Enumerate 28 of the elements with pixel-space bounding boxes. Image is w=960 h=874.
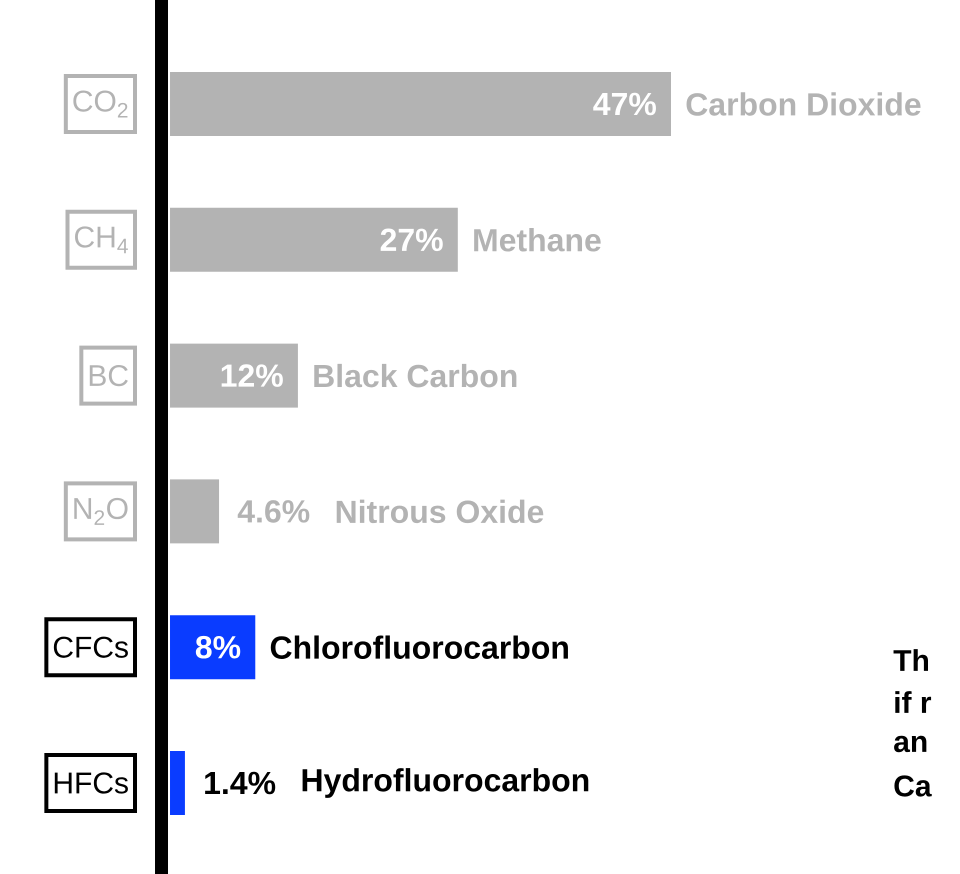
text: Carbon Dioxide — [686, 92, 921, 116]
y-tick-label: BC — [90, 364, 128, 386]
data-label: 8% — [196, 636, 240, 659]
annotation: Hydrofluorocarbon — [302, 768, 588, 798]
y-tick-label: CH$_{4}$ — [75, 226, 128, 254]
data-label: 4.6% — [238, 500, 310, 523]
annotation: Nitrous Oxide — [336, 500, 544, 524]
y-tick-label: N$_{2}$O — [74, 498, 128, 525]
data-label: 12% — [222, 364, 283, 387]
bar — [170, 208, 458, 272]
text: Th — [894, 649, 928, 671]
annotation: Black Carbon — [314, 364, 516, 388]
text: if r — [895, 691, 932, 713]
bar — [170, 750, 185, 815]
y-tick-label: CO$_{2}$ — [73, 90, 128, 118]
bar — [170, 615, 256, 680]
annotation: Methane — [474, 228, 601, 252]
bar — [170, 72, 672, 136]
data-label: 1.4% — [205, 772, 276, 794]
data-label: 27% — [380, 228, 443, 252]
text: an — [894, 736, 926, 752]
y-tick-label: CFCs — [54, 636, 128, 658]
annotation: Chlorofluorocarbon — [270, 635, 568, 659]
text: Ca — [894, 775, 932, 797]
y-tick-label: HFCs — [54, 772, 128, 794]
bar — [170, 479, 220, 544]
data-label: 47% — [593, 92, 656, 116]
bar — [170, 344, 298, 408]
